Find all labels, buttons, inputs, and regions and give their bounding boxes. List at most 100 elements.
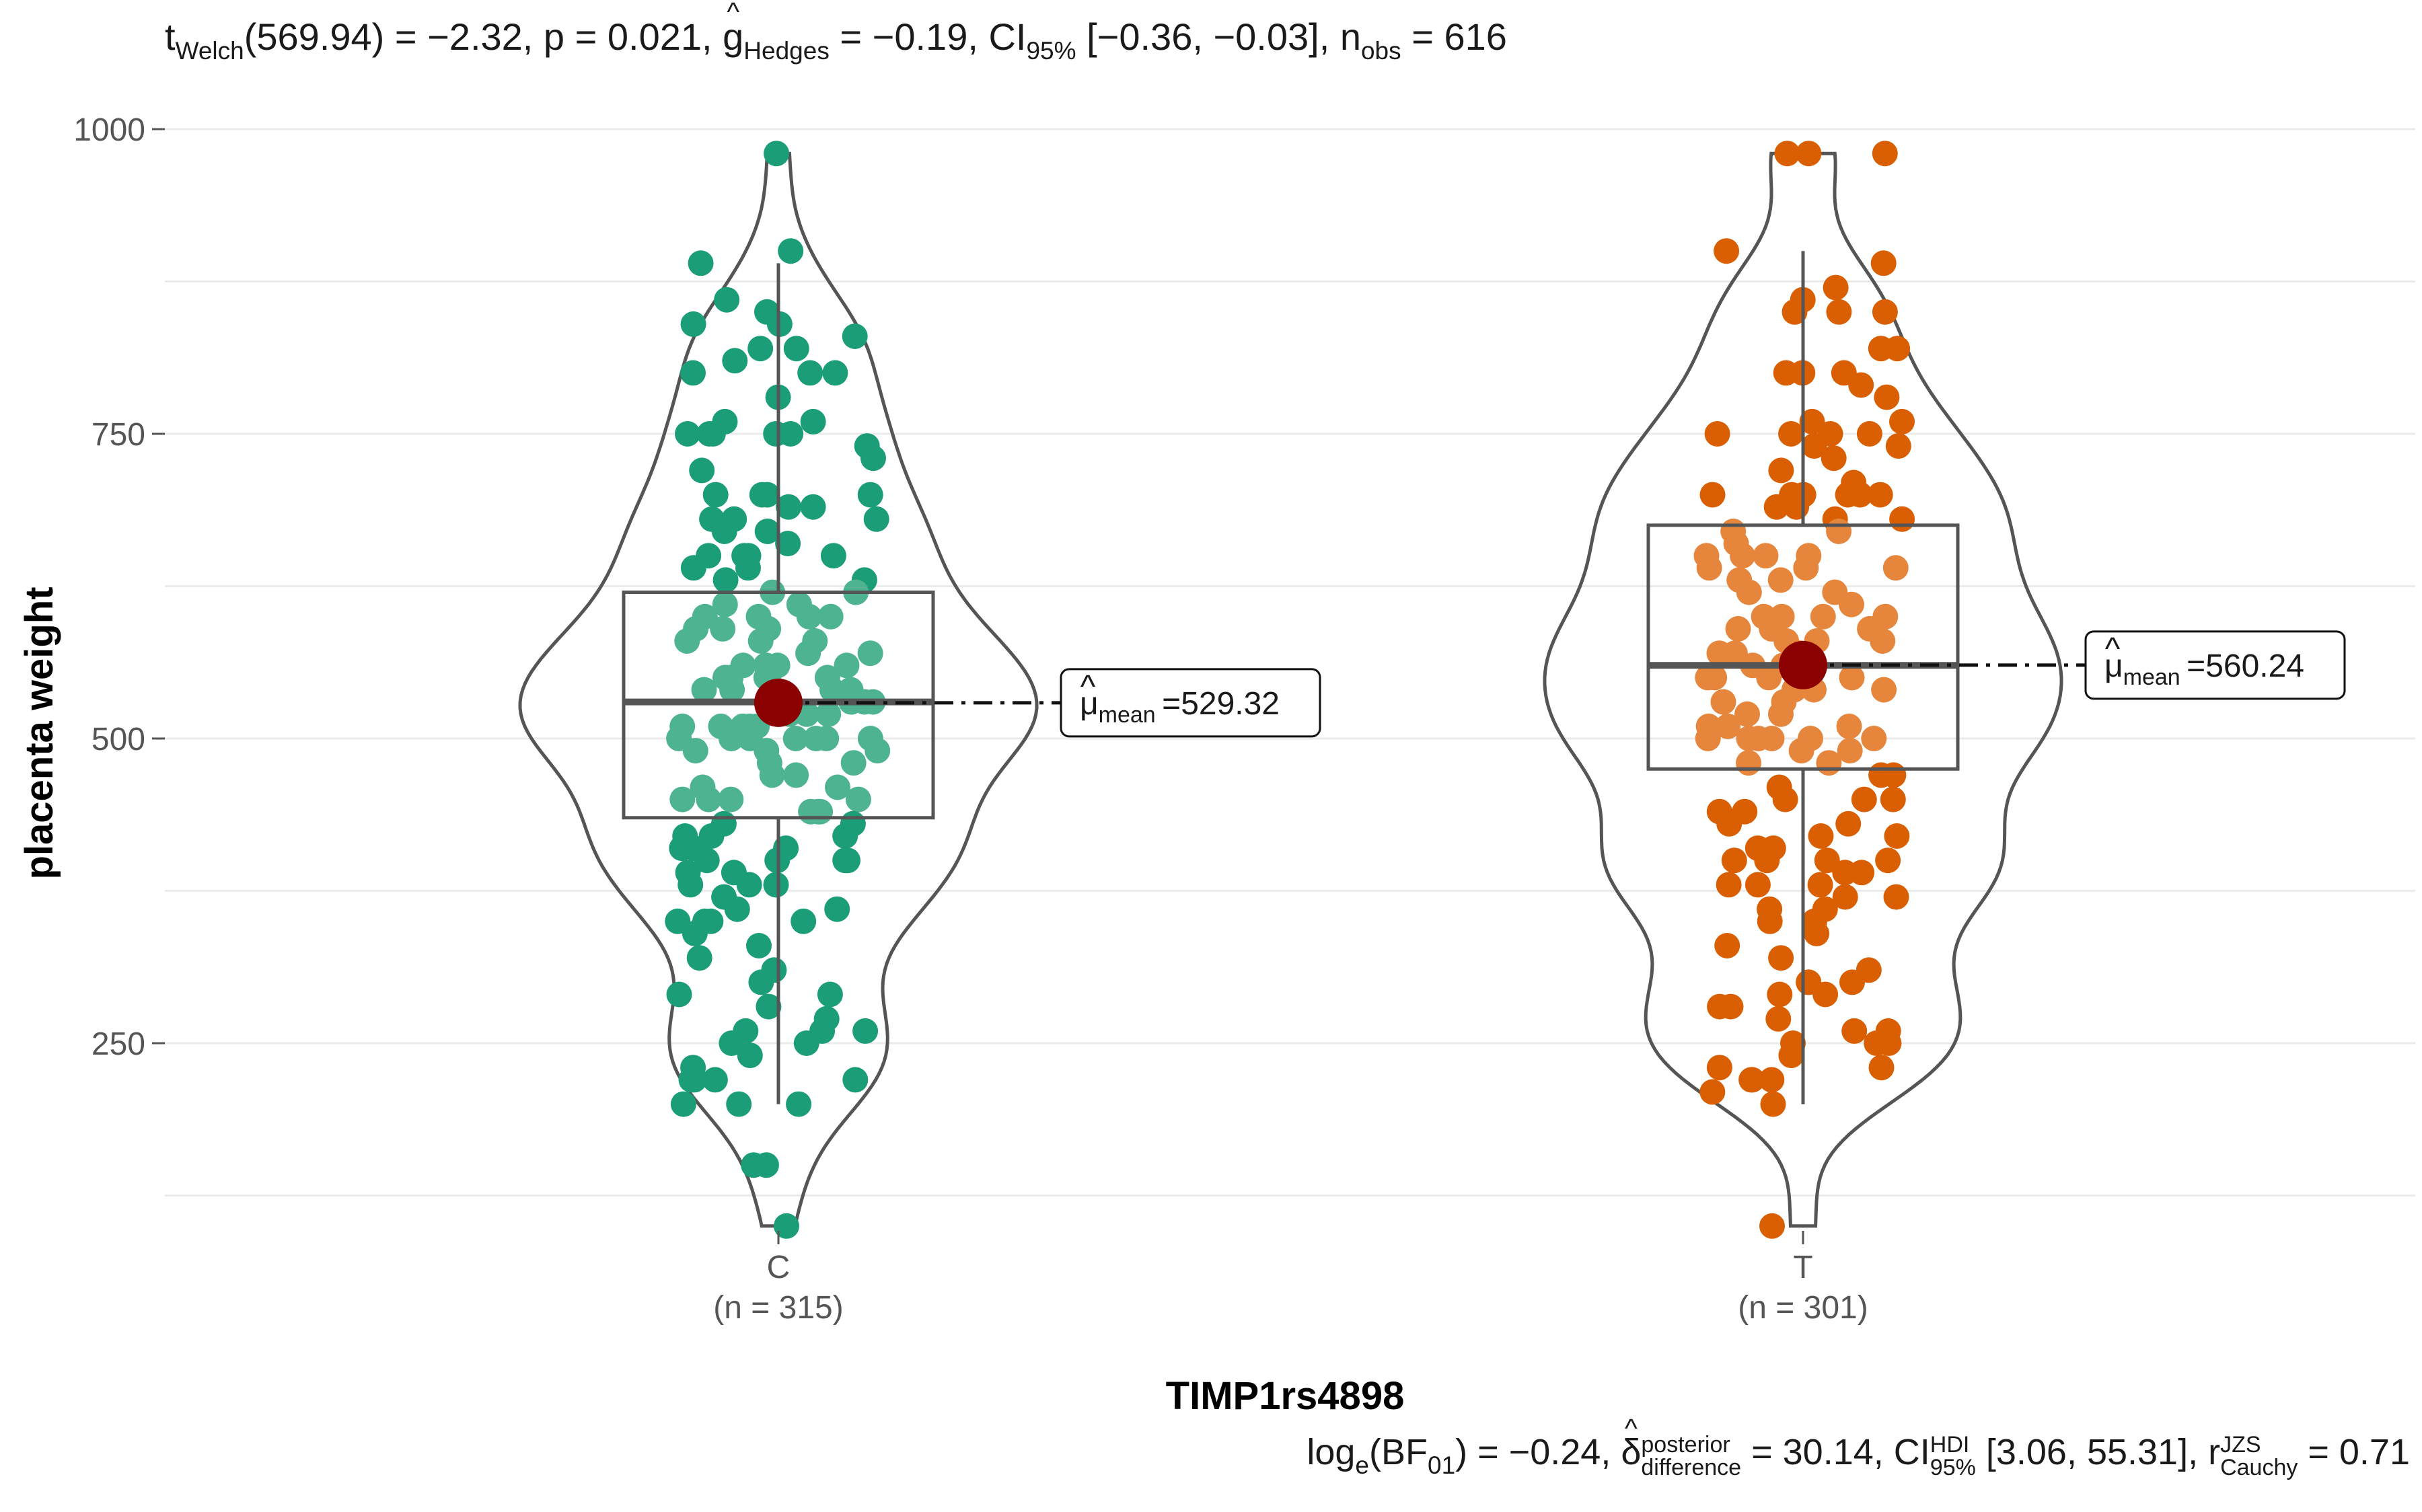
data-point	[1757, 908, 1783, 934]
data-point	[857, 482, 883, 508]
data-point	[1835, 482, 1861, 508]
data-point	[719, 726, 744, 751]
data-point	[1826, 299, 1852, 325]
data-point	[1826, 519, 1852, 544]
data-point	[825, 774, 850, 800]
plot-area: μmean =529.32^μmean =560.24^	[518, 141, 2346, 1239]
data-point	[1810, 603, 1836, 630]
violin-T	[1543, 151, 2063, 1228]
data-point	[669, 835, 695, 862]
data-point	[1765, 1006, 1792, 1032]
group-C: μmean =529.32^	[518, 141, 1321, 1239]
data-point	[1816, 750, 1842, 776]
data-point	[711, 519, 737, 544]
data-point	[835, 847, 860, 874]
data-point	[763, 872, 789, 898]
data-point	[1874, 384, 1900, 410]
data-point	[1715, 713, 1741, 739]
data-point	[1696, 555, 1722, 581]
data-point	[1760, 1091, 1786, 1117]
data-point	[1839, 591, 1864, 617]
data-point	[1804, 920, 1830, 946]
data-point	[1699, 482, 1726, 508]
data-point	[817, 981, 843, 1008]
data-point	[863, 506, 889, 532]
data-point	[748, 969, 774, 995]
data-point	[737, 1043, 763, 1069]
data-point	[700, 421, 726, 447]
grid-lines	[165, 128, 2415, 1197]
data-point	[1871, 677, 1897, 703]
data-point	[1778, 1043, 1804, 1069]
data-point	[677, 872, 704, 898]
data-point	[776, 494, 802, 520]
data-point	[682, 738, 708, 764]
data-point	[719, 677, 745, 703]
data-point	[719, 1030, 745, 1056]
mean-hat: ^	[1080, 669, 1096, 705]
data-point	[1768, 701, 1794, 727]
data-point	[1774, 141, 1800, 167]
data-point	[793, 1030, 819, 1056]
data-point	[736, 872, 762, 898]
x-axis-title: TIMP1rs4898	[1166, 1374, 1405, 1418]
data-point	[1868, 1055, 1895, 1081]
data-point	[678, 1067, 704, 1093]
y-tick-label: 1000	[73, 112, 145, 148]
y-tick-label: 750	[91, 417, 145, 453]
data-point	[680, 555, 706, 581]
data-point	[1701, 665, 1728, 691]
delta-hat: δ	[1621, 1414, 1641, 1473]
data-point	[1736, 750, 1761, 776]
y-tick-label: 250	[91, 1026, 145, 1062]
data-point	[1756, 665, 1782, 691]
data-point	[1807, 872, 1833, 898]
data-point	[1856, 421, 1882, 447]
y-tick-label: 500	[91, 722, 145, 757]
data-point	[1832, 884, 1858, 910]
data-point	[1889, 506, 1915, 532]
g-hat: g	[723, 0, 743, 59]
data-point	[694, 847, 720, 874]
data-point	[747, 336, 774, 362]
data-point	[1796, 141, 1822, 167]
data-point	[1889, 408, 1915, 434]
data-point	[1870, 250, 1897, 276]
data-point	[1754, 847, 1780, 874]
data-point	[735, 555, 761, 581]
data-point	[1821, 445, 1847, 471]
data-point	[1699, 1079, 1726, 1105]
data-point	[1768, 457, 1794, 484]
data-point	[756, 993, 782, 1020]
data-point	[714, 287, 740, 313]
data-point	[1738, 1067, 1765, 1093]
data-point	[682, 920, 708, 946]
data-point	[666, 981, 692, 1008]
data-point	[1832, 860, 1858, 886]
mean-point	[754, 678, 803, 727]
data-point	[796, 603, 822, 630]
data-point	[795, 640, 821, 667]
mean-hat: ^	[2105, 632, 2121, 667]
data-point	[1759, 1067, 1785, 1093]
data-point	[722, 348, 748, 374]
data-point	[1778, 421, 1804, 447]
data-point	[691, 677, 717, 703]
data-point	[1782, 299, 1808, 325]
data-point	[675, 421, 700, 447]
data-point	[1837, 738, 1863, 764]
data-point	[764, 141, 790, 167]
data-point	[1725, 615, 1751, 642]
data-point	[1864, 1030, 1890, 1056]
data-point	[1768, 945, 1794, 971]
data-point	[1848, 372, 1874, 398]
data-point	[857, 640, 883, 667]
data-point	[674, 628, 700, 654]
mean-label: μmean =560.24	[2104, 648, 2304, 690]
data-point	[1808, 823, 1834, 849]
data-point	[840, 750, 867, 776]
data-point	[1861, 726, 1887, 751]
data-point	[1801, 433, 1827, 459]
data-point	[782, 726, 809, 751]
